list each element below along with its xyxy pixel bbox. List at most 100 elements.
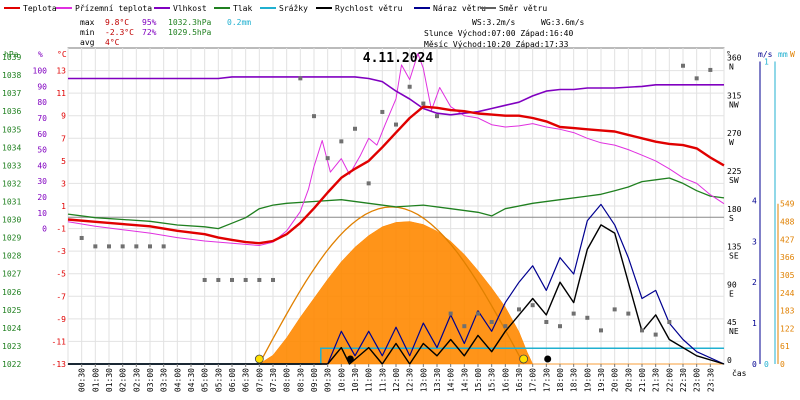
tick-rain: 0	[764, 360, 769, 369]
wind-direction-point	[339, 139, 344, 144]
tick-solar: 122	[780, 324, 795, 333]
stat-humidity-min: 72%	[142, 28, 157, 37]
stat-temp-min: -2.3°C	[105, 28, 134, 37]
legend-label: Teplota	[23, 4, 57, 13]
tick-time: 15:30	[488, 368, 497, 392]
tick-temperature: 5	[61, 157, 66, 166]
tick-time: 02:00	[119, 368, 128, 392]
tick-time: 10:00	[337, 368, 346, 392]
legend-label: Vlhkost	[173, 4, 207, 13]
tick-time: 19:00	[583, 368, 592, 392]
wind-direction-point	[202, 277, 207, 282]
info-wind-speed: WS:3.2m/s	[472, 18, 516, 27]
tick-wind-compass: W	[729, 138, 734, 147]
tick-wind-speed: 2	[752, 278, 757, 287]
tick-wind-direction: 360	[727, 54, 742, 63]
stat-rain-max: 0.2mm	[227, 18, 251, 27]
tick-solar: 549	[780, 200, 795, 209]
tick-time: 18:30	[570, 368, 579, 392]
tick-temperature: -5	[56, 270, 66, 279]
info-moon: Měsíc Východ:10:20 Západ:17:33	[424, 40, 569, 49]
axis-unit-time: čas	[732, 368, 747, 378]
wind-direction-point	[599, 328, 603, 333]
tick-solar: 244	[780, 289, 795, 298]
tick-time: 09:30	[324, 368, 333, 392]
tick-pressure: 1031	[2, 197, 21, 206]
tick-time: 22:30	[679, 368, 688, 392]
wind-direction-point	[380, 109, 385, 114]
tick-solar: 183	[780, 307, 795, 316]
tick-time: 01:30	[105, 368, 114, 392]
tick-wind-compass: SW	[729, 176, 739, 185]
wind-direction-point	[230, 277, 234, 282]
wind-direction-point	[435, 114, 439, 119]
tick-time: 13:00	[419, 368, 428, 392]
tick-humidity: 90	[37, 82, 47, 91]
tick-time: 20:00	[611, 368, 620, 392]
wind-direction-point	[544, 319, 549, 324]
tick-wind-direction: 90	[727, 280, 737, 289]
sunrise-icon	[254, 354, 264, 364]
tick-humidity: 100	[33, 67, 48, 76]
tick-pressure: 1023	[2, 342, 21, 351]
tick-temperature: -1	[56, 225, 66, 234]
tick-time: 17:00	[529, 368, 538, 392]
info-wind-gust: WG:3.6m/s	[541, 18, 585, 27]
pressure-line	[67, 177, 725, 230]
tick-wind-direction: 135	[727, 243, 742, 252]
tick-time: 06:30	[242, 368, 251, 392]
tick-temperature: 11	[56, 89, 66, 98]
tick-rain: 1	[764, 58, 769, 67]
tick-time: 16:00	[501, 368, 510, 392]
tick-time: 09:00	[310, 368, 319, 392]
legend-label: Směr větru	[499, 4, 547, 13]
tick-time: 02:30	[132, 368, 141, 392]
ground-temperature-line	[67, 53, 725, 246]
wind-direction-point	[694, 76, 699, 81]
stat-pressure-min: 1029.5hPa	[168, 28, 212, 37]
stat-label-avg: avg	[80, 38, 95, 47]
tick-time: 14:30	[460, 368, 469, 392]
wind-direction-point	[503, 324, 508, 329]
tick-humidity: 60	[37, 130, 47, 139]
chart-title: 4.11.2024	[363, 51, 434, 66]
tick-humidity: 20	[37, 193, 47, 202]
axis-unit-pct: %	[38, 50, 43, 59]
axis-unit-ms: m/s	[758, 50, 773, 59]
wind-direction-point	[161, 244, 166, 249]
wind-direction-point	[476, 311, 480, 316]
tick-time: 19:30	[597, 368, 606, 392]
wind-direction-point	[79, 235, 84, 240]
tick-pressure: 1024	[2, 324, 21, 333]
wind-direction-point	[325, 156, 330, 161]
tick-time: 14:00	[447, 368, 456, 392]
wind-direction-point	[640, 328, 644, 333]
wind-direction-point	[120, 244, 125, 249]
tick-humidity: 0	[42, 225, 47, 234]
legend-label: Rychlost větru	[335, 4, 403, 13]
tick-pressure: 1035	[2, 125, 21, 134]
tick-solar: 427	[780, 235, 795, 244]
tick-time: 12:30	[406, 368, 415, 392]
tick-time: 11:00	[365, 368, 374, 392]
tick-time: 22:00	[665, 368, 674, 392]
wind-gust-line	[68, 203, 725, 365]
wind-direction-point	[243, 277, 248, 282]
tick-pressure: 1028	[2, 252, 21, 261]
tick-pressure: 1039	[2, 53, 21, 62]
tick-humidity: 50	[37, 146, 47, 155]
tick-time: 06:00	[228, 368, 237, 392]
tick-humidity: 30	[37, 177, 47, 186]
temperature-line	[67, 105, 725, 245]
tick-wind-compass: NW	[729, 100, 739, 109]
wind-direction-point	[558, 324, 562, 329]
stat-temp-avg: 4°C	[105, 38, 120, 47]
tick-wind-direction: 180	[727, 205, 742, 214]
wind-direction-point	[271, 277, 275, 282]
wind-direction-point	[148, 244, 152, 249]
tick-pressure: 1026	[2, 288, 21, 297]
stat-temp-max: 9.8°C	[105, 18, 129, 27]
tick-pressure: 1037	[2, 89, 21, 98]
tick-time: 21:00	[638, 368, 647, 392]
wind-direction-point	[107, 244, 111, 249]
